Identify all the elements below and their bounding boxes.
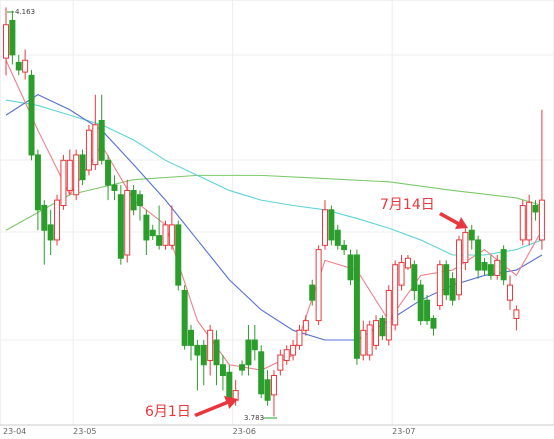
candle-body xyxy=(322,209,328,246)
plot-area xyxy=(0,0,554,426)
candle-body xyxy=(136,194,143,207)
candle-body xyxy=(360,329,367,356)
candle-body xyxy=(162,224,169,246)
x-tick-label: 23-07 xyxy=(392,427,415,436)
candle-body xyxy=(296,329,303,346)
candle-body xyxy=(290,344,297,356)
candle-body xyxy=(424,299,431,322)
candle-body xyxy=(468,229,475,241)
candle-body xyxy=(353,254,360,359)
moving-average-line xyxy=(5,174,543,231)
x-tick-label: 23-06 xyxy=(233,427,256,436)
candle-body xyxy=(283,349,290,361)
candle-body xyxy=(277,354,284,371)
candle-body xyxy=(60,159,67,207)
candle-body xyxy=(149,229,156,237)
candle-body xyxy=(366,324,373,356)
candle-body xyxy=(239,364,246,371)
candle-body xyxy=(54,199,61,241)
candle-body xyxy=(500,249,507,281)
min-label: 3.783 xyxy=(244,414,264,422)
candle-body xyxy=(98,120,105,161)
candle-body xyxy=(481,262,488,271)
candle-body xyxy=(538,199,545,241)
candle-body xyxy=(111,184,118,191)
candle-body xyxy=(341,244,348,251)
arrow xyxy=(439,212,468,229)
candle-body xyxy=(105,159,112,186)
candle-body xyxy=(200,344,207,366)
candle-body xyxy=(15,61,22,71)
candle-body xyxy=(226,371,233,399)
candle-body xyxy=(270,375,277,396)
candle-body xyxy=(168,224,175,246)
candle-body xyxy=(251,339,258,351)
candle-body xyxy=(130,189,137,211)
candle-body xyxy=(526,201,533,241)
candle-body xyxy=(507,284,514,301)
annotation: 6月1日 xyxy=(145,404,191,420)
candle-body xyxy=(264,379,271,401)
candle-body xyxy=(487,264,494,276)
x-tick-label: 23-05 xyxy=(73,427,96,436)
candle-body xyxy=(513,309,520,319)
candle-body xyxy=(92,124,99,166)
candle-body xyxy=(417,284,424,322)
candle-body xyxy=(373,320,380,346)
candle-body xyxy=(302,320,309,331)
candle-body xyxy=(66,159,73,191)
candle-body xyxy=(175,224,182,286)
candle-body xyxy=(449,278,456,301)
candle-body xyxy=(194,344,201,356)
candle-body xyxy=(41,205,48,231)
candle-body xyxy=(334,229,341,246)
candle-body xyxy=(328,209,335,241)
candle-body xyxy=(392,264,399,326)
candle-body xyxy=(47,224,54,241)
arrow xyxy=(194,396,238,417)
candle-body xyxy=(188,329,195,346)
candle-body xyxy=(494,259,501,276)
candle-body xyxy=(79,154,86,181)
max-label: 4.163 xyxy=(15,8,35,16)
candle-body xyxy=(117,194,124,259)
candle-body xyxy=(9,19,16,56)
candle-body xyxy=(455,239,462,296)
candle-body xyxy=(385,290,392,341)
candle-body xyxy=(156,235,163,246)
candle-body xyxy=(462,231,469,264)
candle-body xyxy=(404,257,411,269)
candle-body xyxy=(181,290,188,346)
candle-body xyxy=(475,239,482,271)
candle-body xyxy=(28,74,35,156)
candle-body xyxy=(73,154,80,196)
candle-body xyxy=(398,262,405,286)
candle-body xyxy=(443,264,450,296)
candle-body xyxy=(379,317,386,337)
candle-body xyxy=(34,154,41,211)
candle-body xyxy=(22,59,29,73)
annotation: 7月14日 xyxy=(380,197,435,213)
candle-body xyxy=(124,189,131,256)
candle-body xyxy=(258,351,265,395)
candle-body xyxy=(436,264,443,307)
candle-body xyxy=(430,317,437,329)
candle-body xyxy=(315,249,322,322)
candle-body xyxy=(245,339,252,366)
candle-body xyxy=(309,284,316,301)
candle-body xyxy=(143,214,150,241)
candle-body xyxy=(213,339,220,366)
candle-body xyxy=(411,264,418,292)
candle-body xyxy=(207,329,214,361)
candle-body xyxy=(347,254,354,281)
candle-body xyxy=(219,364,226,377)
candle-body xyxy=(3,24,9,59)
candle-body xyxy=(532,205,539,213)
candle-body xyxy=(85,129,92,171)
x-tick-label: 23-04 xyxy=(3,427,26,436)
candle-body xyxy=(519,205,526,241)
